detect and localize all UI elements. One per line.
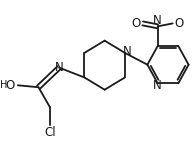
Text: N: N	[152, 79, 161, 92]
Text: O: O	[175, 17, 184, 30]
Text: N: N	[123, 45, 132, 58]
Text: O: O	[6, 79, 15, 92]
Text: Cl: Cl	[44, 126, 56, 139]
Text: H: H	[0, 80, 8, 90]
Text: O: O	[132, 17, 141, 30]
Text: N: N	[153, 14, 162, 27]
Text: N: N	[55, 61, 63, 74]
